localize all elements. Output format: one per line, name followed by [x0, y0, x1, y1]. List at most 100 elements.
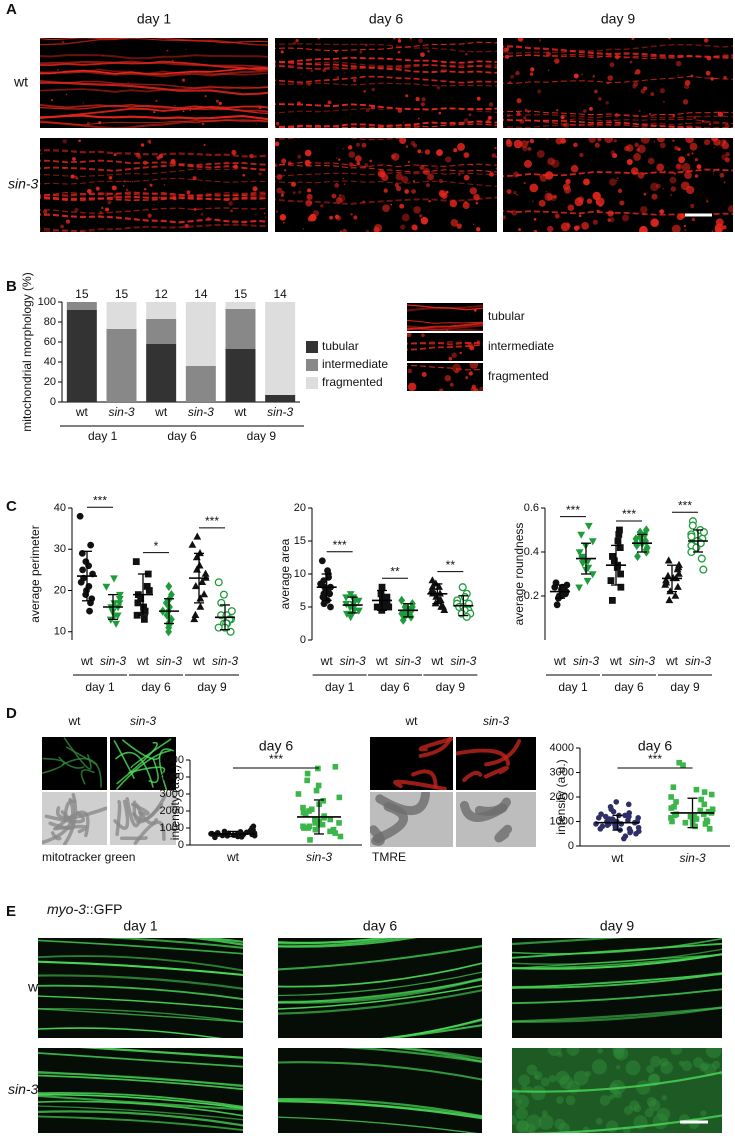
gene-name: myo-3	[47, 901, 86, 917]
mito-fragment	[407, 160, 411, 164]
mito-fragment	[371, 87, 376, 92]
mito-fragment	[494, 146, 497, 150]
mito-fragment	[144, 188, 147, 191]
data-point	[673, 799, 679, 805]
myofilament	[38, 1115, 243, 1132]
micrograph	[278, 938, 482, 1038]
mito-fragment	[643, 192, 647, 196]
mito-fragment	[427, 50, 430, 53]
myofilament	[38, 939, 243, 955]
mito-fragment	[476, 96, 481, 101]
mito-fragment	[684, 229, 687, 232]
mito-fragment	[624, 145, 630, 152]
mito-fragment	[503, 47, 509, 53]
mito-tubule	[503, 45, 733, 59]
worm	[411, 769, 438, 789]
data-point	[332, 764, 339, 770]
mito-fragment	[295, 39, 299, 43]
mito-fragment	[712, 170, 715, 173]
significance-label: ***	[333, 538, 347, 552]
micrograph	[42, 737, 107, 790]
mito-fragment	[638, 110, 641, 113]
data-point	[666, 587, 675, 595]
gfp-speckle	[616, 1065, 621, 1070]
mito-tubule	[40, 191, 268, 197]
data-point	[132, 558, 140, 566]
gfp-speckle	[518, 1074, 531, 1087]
mito-tubule	[40, 177, 268, 185]
micrograph	[407, 303, 483, 331]
x-tick-label: sin-3	[679, 851, 705, 865]
data-point	[664, 556, 673, 564]
x-tick-label: wt	[226, 850, 240, 864]
image-caption: mitotracker green	[42, 850, 135, 864]
myofilament	[197, 938, 243, 943]
micrograph-bg	[38, 1048, 243, 1133]
mito-fragment	[685, 122, 687, 125]
data-point	[428, 576, 437, 584]
mito-fragment	[517, 38, 524, 42]
n-label: 15	[115, 287, 129, 301]
mito-fragment	[714, 226, 722, 232]
mito-fragment	[468, 371, 473, 376]
y-tick-label: 0	[50, 396, 56, 408]
mito-fragment	[424, 79, 426, 81]
mito-fragment	[556, 109, 559, 112]
x-tick-label: wt	[80, 654, 94, 668]
myofilament	[38, 1008, 243, 1023]
mito-fragment	[365, 108, 370, 113]
x-tick-label: sin-3	[306, 850, 332, 864]
row-label: wt	[13, 74, 28, 90]
mito-fragment	[469, 363, 479, 369]
mito-fragment	[712, 173, 715, 175]
mito-fragment	[298, 190, 302, 194]
worm	[66, 746, 98, 766]
data-point	[610, 557, 618, 565]
mito-fragment	[78, 139, 81, 143]
mito-fragment	[153, 203, 155, 206]
mito-fragment	[356, 142, 360, 147]
mito-fragment	[282, 221, 285, 224]
mito-fragment	[677, 74, 679, 76]
myofilament	[278, 984, 482, 1010]
gfp-speckle	[515, 1094, 530, 1109]
mito-tubule	[407, 364, 483, 371]
data-point	[671, 591, 680, 599]
mito-fragment	[598, 97, 602, 101]
mito-fragment	[717, 168, 720, 171]
mito-fragment	[473, 309, 477, 312]
myofilament	[390, 1048, 482, 1063]
mito-fragment	[668, 38, 671, 40]
mito-fragment	[650, 218, 659, 227]
y-tick-label: 0	[178, 839, 184, 851]
data-point	[428, 582, 437, 590]
data-point	[675, 569, 683, 577]
worm	[483, 765, 509, 779]
mito-fragment	[681, 162, 691, 172]
gfp-speckle	[528, 1129, 533, 1133]
data-point	[114, 604, 122, 612]
data-point	[682, 819, 689, 826]
myofilament	[382, 1024, 482, 1038]
worm	[54, 810, 90, 838]
mito-fragment	[276, 173, 283, 180]
mito-fragment	[390, 154, 396, 159]
mito-fragment	[170, 159, 176, 165]
data-point	[617, 570, 624, 578]
y-axis-label: average perimeter	[28, 525, 42, 622]
significance-label: **	[446, 558, 456, 572]
mito-fragment	[280, 193, 284, 197]
mito-fragment	[438, 388, 444, 391]
micrograph	[512, 938, 722, 1038]
mito-fragment	[686, 185, 695, 195]
mito-fragment	[640, 138, 650, 144]
significance-label: **	[390, 564, 400, 578]
myofilament	[278, 1061, 482, 1081]
myofilament	[38, 1094, 243, 1111]
mito-fragment	[74, 175, 78, 180]
mito-fragment	[102, 55, 104, 57]
mito-fragment	[258, 172, 262, 176]
myofilament	[278, 989, 482, 1015]
mito-fragment	[724, 157, 730, 163]
gfp-speckle	[515, 1107, 528, 1120]
